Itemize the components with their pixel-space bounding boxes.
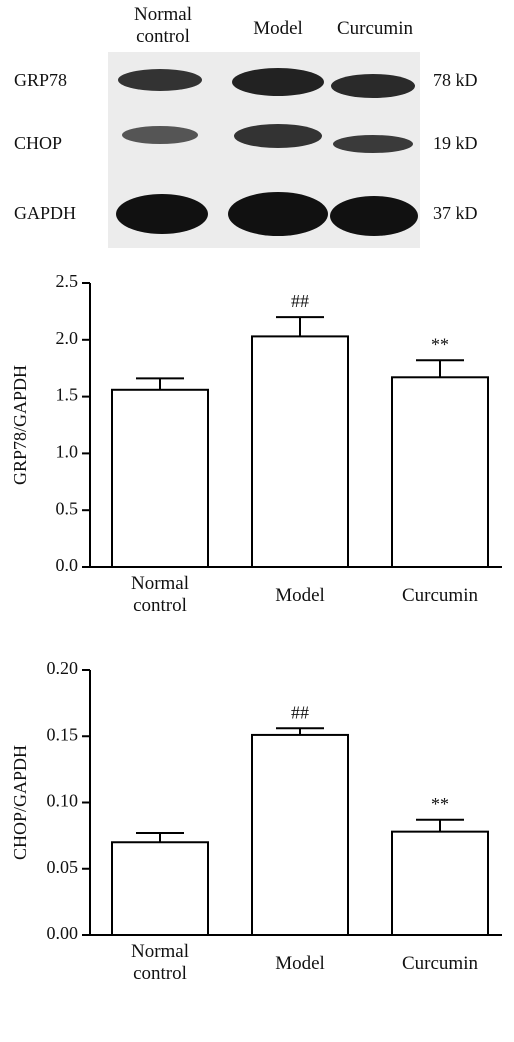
- blot-band: [122, 126, 198, 144]
- blot-band: [330, 196, 418, 236]
- bar: [392, 832, 488, 935]
- protein-label: CHOP: [14, 133, 62, 153]
- x-tick-label: Normal control: [110, 941, 210, 985]
- protein-size: 19 kD: [433, 133, 478, 153]
- y-tick-label: 0.15: [47, 724, 79, 744]
- y-tick-label: 2.0: [56, 328, 79, 348]
- lane-label: Curcumin: [330, 18, 420, 40]
- y-tick-label: 0.10: [47, 791, 79, 811]
- blot-band: [333, 135, 413, 153]
- protein-size: 78 kD: [433, 70, 478, 90]
- y-tick-label: 0.0: [56, 555, 79, 575]
- y-tick-label: 0.5: [56, 498, 79, 518]
- y-tick-label: 1.5: [56, 385, 79, 405]
- blot-band: [118, 69, 202, 91]
- x-tick-label: Model: [250, 953, 350, 975]
- y-tick-label: 0.20: [47, 658, 79, 678]
- figure: GRP78 78 kD CHOP 19 kD GAPDH 37 kD GRP78/GAPDH…: [0, 0, 514, 1042]
- blot-band: [232, 68, 324, 96]
- x-tick-label: Model: [250, 585, 350, 607]
- protein-size: 37 kD: [433, 203, 478, 223]
- bar: [112, 842, 208, 935]
- figure-svg: GRP78 78 kD CHOP 19 kD GAPDH 37 kD GRP78/GAPDH…: [0, 0, 514, 1042]
- protein-label: GAPDH: [14, 203, 76, 223]
- bar: [392, 377, 488, 567]
- x-tick-label: Curcumin: [390, 953, 490, 975]
- significance-label: **: [431, 334, 449, 354]
- blot-band: [234, 124, 322, 148]
- significance-label: ##: [291, 291, 309, 311]
- blot-band: [228, 192, 328, 236]
- y-tick-label: 0.05: [47, 857, 79, 877]
- y-axis-label: GRP78/GAPDH: [10, 365, 30, 485]
- bar: [252, 735, 348, 935]
- y-axis-label: CHOP/GAPDH: [10, 745, 30, 860]
- protein-label: GRP78: [14, 70, 67, 90]
- x-tick-label: Curcumin: [390, 585, 490, 607]
- y-tick-label: 0.00: [47, 923, 79, 943]
- lane-label: Model: [233, 18, 323, 40]
- significance-label: **: [431, 794, 449, 814]
- blot-band: [331, 74, 415, 98]
- lane-label: Normal control: [118, 4, 208, 48]
- blot-band: [116, 194, 208, 234]
- significance-label: ##: [291, 702, 309, 722]
- bar: [112, 390, 208, 567]
- x-tick-label: Normal control: [110, 573, 210, 617]
- y-tick-label: 1.0: [56, 442, 79, 462]
- bar: [252, 336, 348, 567]
- y-tick-label: 2.5: [56, 271, 79, 291]
